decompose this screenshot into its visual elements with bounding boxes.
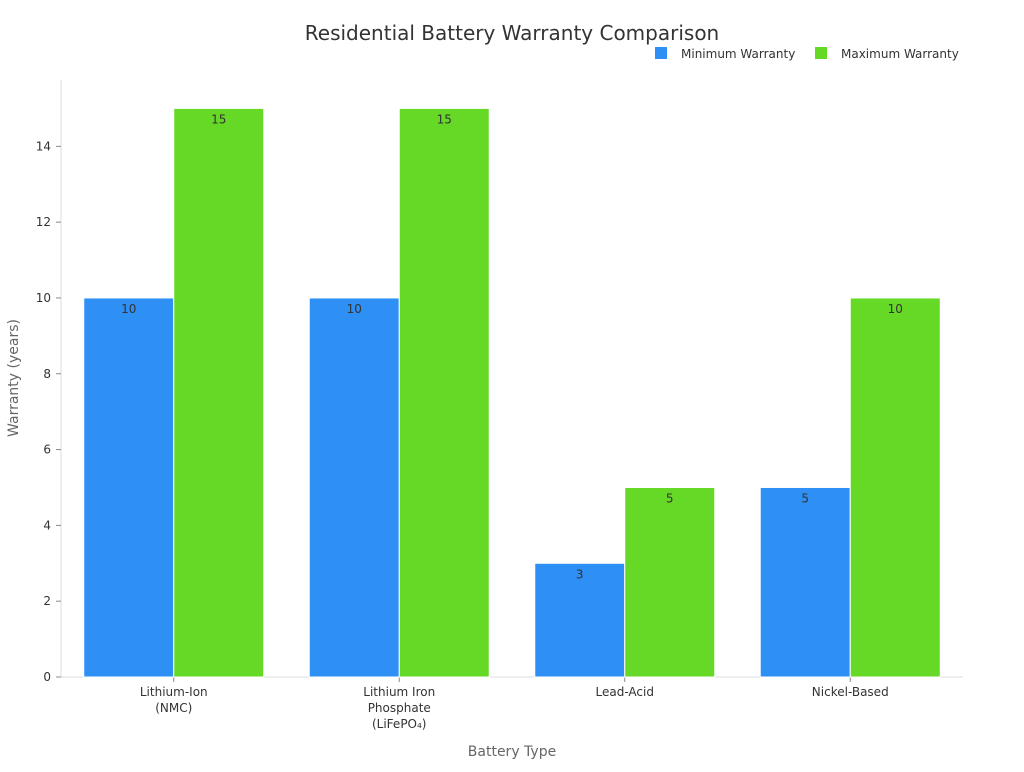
bar-minimum — [308, 297, 400, 678]
chart-title: Residential Battery Warranty Comparison — [305, 21, 719, 45]
bar-maximum — [849, 297, 941, 678]
y-tick-label: 4 — [43, 518, 51, 532]
legend-label: Maximum Warranty — [841, 47, 959, 61]
bar-minimum — [759, 486, 851, 678]
y-tick-label: 6 — [43, 443, 51, 457]
x-tick-label: (LiFePO₄) — [372, 717, 427, 731]
y-tick-label: 10 — [36, 291, 51, 305]
x-tick-label: Phosphate — [368, 701, 431, 715]
legend-label: Minimum Warranty — [681, 47, 795, 61]
bar-maximum — [398, 107, 490, 678]
data-label: 5 — [801, 491, 809, 505]
x-tick-label: Lithium Iron — [363, 685, 435, 699]
y-tick-label: 12 — [36, 215, 51, 229]
legend-swatch — [815, 47, 827, 59]
y-tick-label: 2 — [43, 594, 51, 608]
bars: 10 15 10 15 3 5 5 10 — [83, 107, 941, 678]
x-tick-label: Lithium-Ion — [140, 685, 208, 699]
bar-maximum — [173, 107, 265, 678]
data-label: 3 — [576, 567, 584, 581]
data-label: 15 — [211, 112, 226, 126]
bar-minimum — [83, 297, 175, 678]
legend-swatch — [655, 47, 667, 59]
y-axis-label: Warranty (years) — [6, 319, 22, 437]
y-tick-label: 14 — [36, 139, 51, 153]
x-tick-label: (NMC) — [155, 701, 192, 715]
x-tick-label: Nickel-Based — [812, 685, 889, 699]
axes: 0 2 4 6 8 10 12 14 Lithium-Ion (NMC) Lithium Iron P… — [36, 80, 963, 731]
x-axis-label: Battery Type — [468, 744, 556, 760]
data-label: 15 — [437, 112, 452, 126]
data-label: 10 — [121, 302, 136, 316]
bar-minimum — [534, 562, 626, 678]
data-label: 5 — [666, 491, 674, 505]
bar-maximum — [624, 486, 716, 678]
legend: Minimum Warranty Maximum Warranty — [655, 47, 959, 61]
y-tick-label: 8 — [43, 367, 51, 381]
data-label: 10 — [888, 302, 903, 316]
x-tick-label: Lead-Acid — [596, 685, 654, 699]
y-tick-label: 0 — [43, 670, 51, 684]
data-label: 10 — [347, 302, 362, 316]
